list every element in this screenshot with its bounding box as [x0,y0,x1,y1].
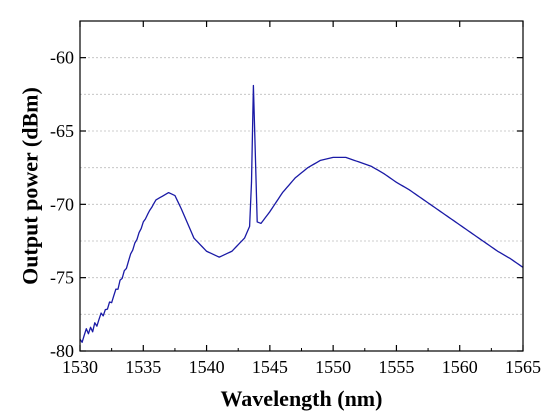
x-tick-label: 1565 [505,357,541,377]
y-tick-label: -65 [50,121,74,141]
x-tick-label: 1545 [252,357,288,377]
x-tick-label: 1535 [125,357,161,377]
x-tick-label: 1560 [442,357,478,377]
x-tick-label: 1550 [315,357,351,377]
y-tick-label: -60 [50,48,74,68]
grid-lines [80,57,523,315]
x-tick-label: 1555 [378,357,414,377]
x-tick-label: 1530 [62,357,98,377]
x-tick-label: 1540 [189,357,225,377]
ticks: 1530 1535 1540 1545 1550 1555 1560 1565 -80 -75 -7… [50,21,541,377]
y-tick-label: -80 [50,341,74,361]
series-line [79,84,524,343]
plot-frame [79,20,524,352]
y-axis-label: Output power (dBm) [18,87,43,285]
y-tick-label: -70 [50,194,74,214]
y-tick-label: -75 [50,268,74,288]
series-layer [79,84,524,343]
x-axis-label: Wavelength (nm) [221,386,383,411]
